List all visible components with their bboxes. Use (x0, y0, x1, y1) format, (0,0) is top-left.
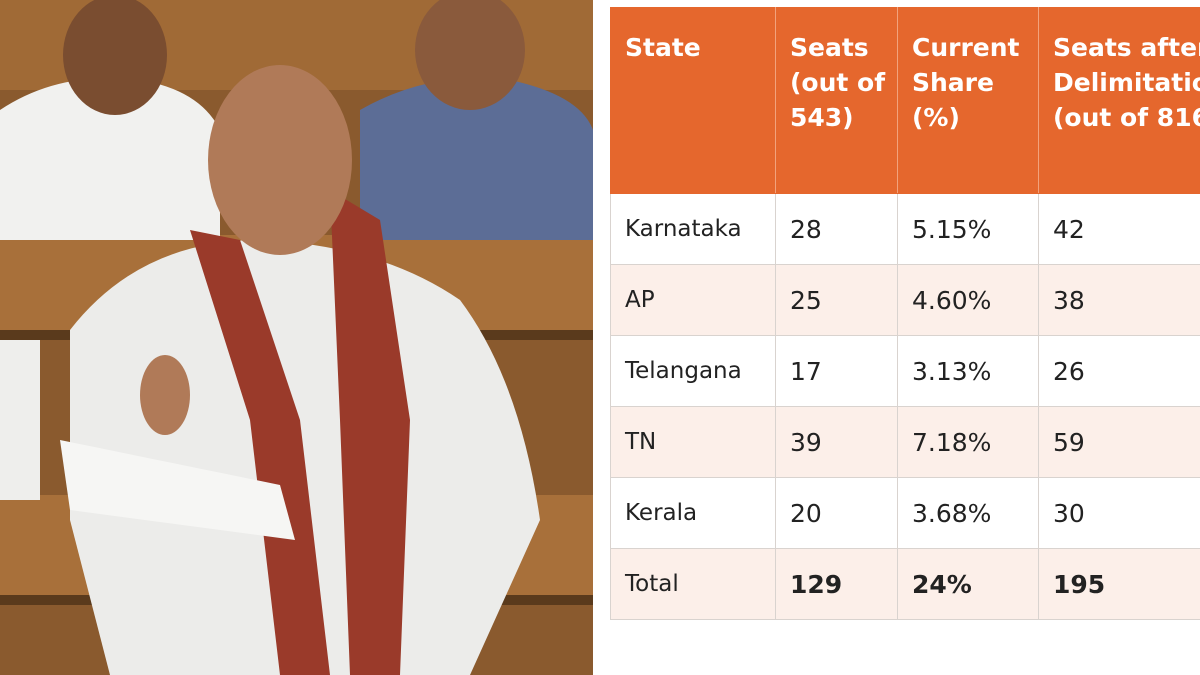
seats-table: State Seats (out of 543) Current Share (%)… (610, 7, 1200, 620)
table-row: Kerala 20 3.68% 30 (610, 477, 1200, 549)
table-row: AP 25 4.60% 38 (610, 264, 1200, 336)
table-row: Karnataka 28 5.15% 42 (610, 193, 1200, 265)
speaker-head (208, 65, 352, 255)
value-cell: 42 (1038, 193, 1200, 265)
value-cell: 3.13% (897, 335, 1039, 407)
person-head (415, 0, 525, 110)
value-cell: 30 (1038, 477, 1200, 549)
person (0, 78, 220, 240)
header-cell: Seats after Delimitation (out of 816) (1038, 7, 1200, 194)
value-cell: 38 (1038, 264, 1200, 336)
photo (0, 0, 593, 675)
value-cell: 26 (1038, 335, 1200, 407)
value-cell: 25 (775, 264, 898, 336)
value-cell: 39 (775, 406, 898, 478)
state-cell: Total (610, 548, 776, 620)
scarf (330, 190, 410, 675)
hand (140, 355, 190, 435)
value-cell: 5.15% (897, 193, 1039, 265)
value-cell: 59 (1038, 406, 1200, 478)
value-cell: 4.60% (897, 264, 1039, 336)
table-panel: State Seats (out of 543) Current Share (%)… (593, 0, 1200, 675)
value-cell: 7.18% (897, 406, 1039, 478)
header-row: State Seats (out of 543) Current Share (%)… (610, 7, 1200, 194)
state-cell: TN (610, 406, 776, 478)
state-cell: Karnataka (610, 193, 776, 265)
paper (60, 440, 295, 540)
value-cell: 195 (1038, 548, 1200, 620)
table-row: Total 129 24% 195 (610, 548, 1200, 620)
table-row: TN 39 7.18% 59 (610, 406, 1200, 478)
speaker-body (70, 240, 540, 675)
value-cell: 24% (897, 548, 1039, 620)
table-row: Telangana 17 3.13% 26 (610, 335, 1200, 407)
state-cell: Kerala (610, 477, 776, 549)
person (0, 340, 40, 500)
header-cell: State (610, 7, 776, 194)
header-cell: Current Share (%) (897, 7, 1039, 194)
person-head (63, 0, 167, 115)
state-cell: AP (610, 264, 776, 336)
person (360, 78, 593, 240)
scarf (190, 230, 330, 675)
value-cell: 20 (775, 477, 898, 549)
value-cell: 28 (775, 193, 898, 265)
value-cell: 129 (775, 548, 898, 620)
value-cell: 3.68% (897, 477, 1039, 549)
state-cell: Telangana (610, 335, 776, 407)
header-cell: Seats (out of 543) (775, 7, 898, 194)
value-cell: 17 (775, 335, 898, 407)
